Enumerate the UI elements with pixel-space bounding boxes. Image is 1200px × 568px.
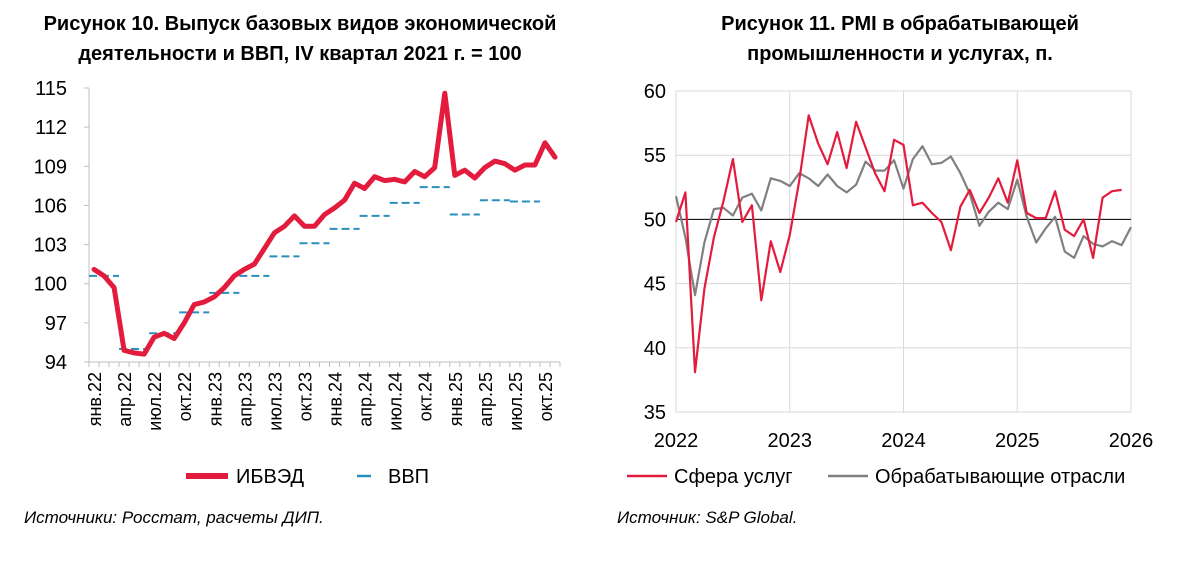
chart-title-line-1: Рисунок 10. Выпуск базовых видов экономи…: [43, 13, 557, 35]
chart-panel-output: Рисунок 10. Выпуск базовых видов экономи…: [0, 9, 600, 527]
y-tick-label: 45: [644, 274, 666, 296]
y-tick-label: 97: [45, 313, 67, 335]
x-tick-label: апр.23: [235, 372, 255, 427]
x-tick-label: окт.24: [416, 372, 436, 421]
y-tick-label: 115: [35, 78, 67, 100]
x-tick-label: апр.22: [115, 372, 135, 427]
y-tick-label: 55: [644, 145, 666, 167]
y-tick-label: 100: [34, 274, 67, 296]
x-tick-label: июл.24: [386, 372, 406, 431]
series-line-ibved: [91, 90, 558, 357]
y-tick-label: 109: [34, 156, 67, 178]
chart-title-line-1: Рисунок 11. PMI в обрабатывающей: [721, 13, 1079, 35]
x-tick-label: янв.23: [205, 372, 225, 426]
chart-title: Рисунок 10. Выпуск базовых видов экономи…: [0, 9, 600, 69]
series-line-manufacturing: [674, 145, 1132, 297]
y-tick-label: 60: [644, 81, 666, 103]
x-tick-label: июл.22: [145, 372, 165, 431]
y-tick-label: 40: [644, 338, 666, 360]
x-tick-label: 2025: [995, 430, 1040, 452]
x-tick-label: янв.24: [326, 372, 346, 426]
legend-label-ibved: ИБВЭД: [236, 466, 305, 488]
y-tick-label: 103: [34, 235, 67, 257]
chart-source: Источник: S&P Global.: [617, 508, 798, 527]
series-line-services: [674, 114, 1122, 374]
x-tick-label: янв.25: [446, 372, 466, 426]
x-tick-label: 2022: [654, 430, 699, 452]
pmi-chart: 35 40 45 50 55 60 2022 2023 2024 2025 2026 Сфера ус…: [627, 81, 1154, 488]
x-tick-label: июл.25: [506, 372, 526, 431]
legend-label-services: Сфера услуг: [674, 466, 793, 488]
chart-title-line-2: деятельности и ВВП, IV квартал 2021 г. =…: [78, 43, 522, 65]
x-tick-label: окт.23: [295, 372, 315, 421]
y-tick-label: 50: [644, 209, 666, 231]
legend-label-gdp: ВВП: [388, 466, 429, 488]
y-tick-label: 35: [644, 402, 666, 424]
x-tick-label: 2023: [768, 430, 813, 452]
chart-source: Источники: Росстат, расчеты ДИП.: [24, 508, 324, 527]
y-tick-label: 106: [34, 195, 67, 217]
chart-title-line-2: промышленности и услугах, п.: [747, 43, 1053, 65]
x-tick-label: янв.22: [85, 372, 105, 426]
chart-panel-pmi: Рисунок 11. PMI в обрабатывающей промышл…: [600, 0, 1200, 568]
y-tick-label: 94: [45, 352, 67, 374]
x-tick-label: 2026: [1109, 430, 1154, 452]
x-tick-label: окт.25: [536, 372, 556, 421]
output-chart: 94 97 100 103 106 109 112 115 янв.22 апр.22 июл.22…: [34, 78, 561, 488]
chart-title: Рисунок 11. PMI в обрабатывающей промышл…: [600, 9, 1200, 69]
x-tick-label: июл.23: [265, 372, 285, 431]
x-tick-label: апр.25: [476, 372, 496, 427]
x-tick-label: окт.22: [175, 372, 195, 421]
y-tick-label: 112: [35, 117, 67, 139]
x-tick-label: апр.24: [356, 372, 376, 427]
x-tick-label: 2024: [881, 430, 926, 452]
legend-label-manufacturing: Обрабатывающие отрасли: [875, 466, 1125, 488]
